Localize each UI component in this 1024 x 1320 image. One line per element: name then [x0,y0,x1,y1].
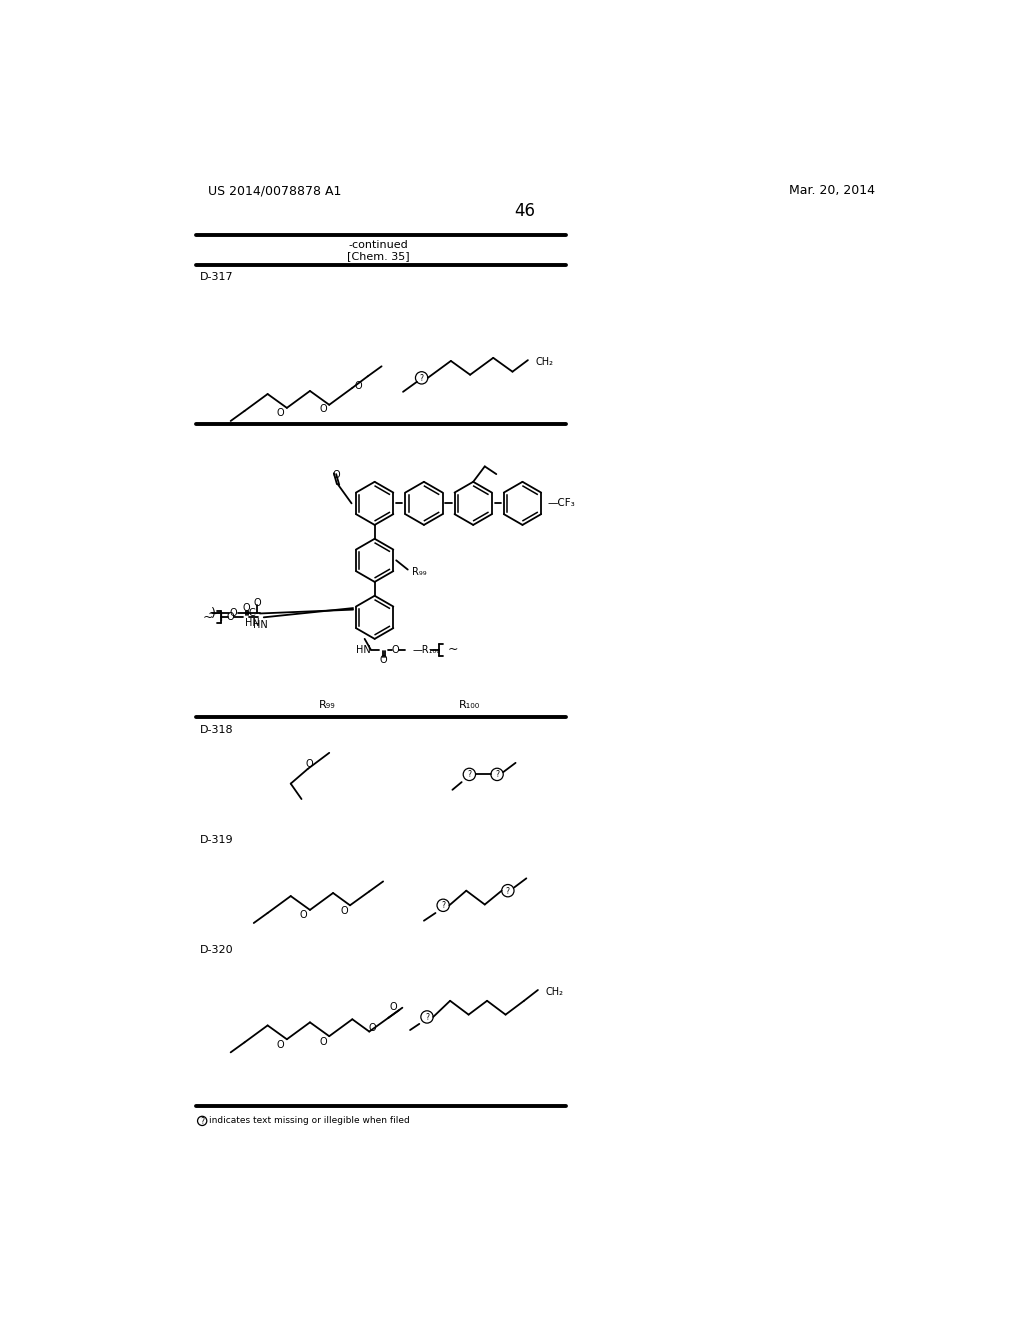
Text: CH₂: CH₂ [546,986,563,997]
Text: O: O [276,1040,285,1049]
Text: O: O [305,759,313,770]
Text: C: C [249,609,256,619]
Text: CH₂: CH₂ [536,356,554,367]
Text: O: O [391,644,399,655]
Text: ?: ? [506,887,510,895]
Text: ~: ~ [208,606,219,620]
Text: —R₁₀₀: —R₁₀₀ [413,644,440,655]
Text: ?: ? [200,1117,204,1126]
Text: ~: ~ [447,643,459,656]
Text: O: O [253,598,261,609]
Text: O: O [319,1036,327,1047]
Text: HN: HN [355,644,371,655]
Text: O: O [319,404,327,414]
Text: ?: ? [425,1012,429,1022]
Text: O: O [389,1002,397,1012]
Text: ~: ~ [203,611,213,624]
Text: R₉₉: R₉₉ [412,566,426,577]
Text: ): ) [211,607,216,620]
Text: O: O [227,612,234,622]
Text: D-318: D-318 [200,725,233,735]
Text: [Chem. 35]: [Chem. 35] [347,251,410,261]
Text: O: O [230,609,238,619]
Text: -continued: -continued [348,240,409,249]
Text: O: O [379,656,387,665]
Text: ?: ? [441,902,445,911]
Text: O: O [369,1023,376,1032]
Text: —CF₃: —CF₃ [548,499,575,508]
Text: HN: HN [253,620,267,630]
Text: O: O [354,381,362,391]
Text: indicates text missing or illegible when filed: indicates text missing or illegible when… [209,1117,410,1126]
Text: O: O [276,408,285,417]
Text: ?: ? [420,374,424,383]
Text: O: O [243,603,250,612]
Text: O: O [333,470,340,480]
Text: D-317: D-317 [200,272,233,282]
Text: Mar. 20, 2014: Mar. 20, 2014 [788,185,874,197]
Text: D-320: D-320 [200,945,233,954]
Text: ?: ? [467,771,471,779]
Text: 46: 46 [514,202,536,219]
Text: O: O [300,911,307,920]
Text: D-319: D-319 [200,834,233,845]
Text: ?: ? [495,771,499,779]
Text: US 2014/0078878 A1: US 2014/0078878 A1 [208,185,341,197]
Text: HN: HN [245,619,260,628]
Text: R₉₉: R₉₉ [318,700,335,710]
Text: O: O [340,906,348,916]
Text: R₁₀₀: R₁₀₀ [459,700,480,710]
